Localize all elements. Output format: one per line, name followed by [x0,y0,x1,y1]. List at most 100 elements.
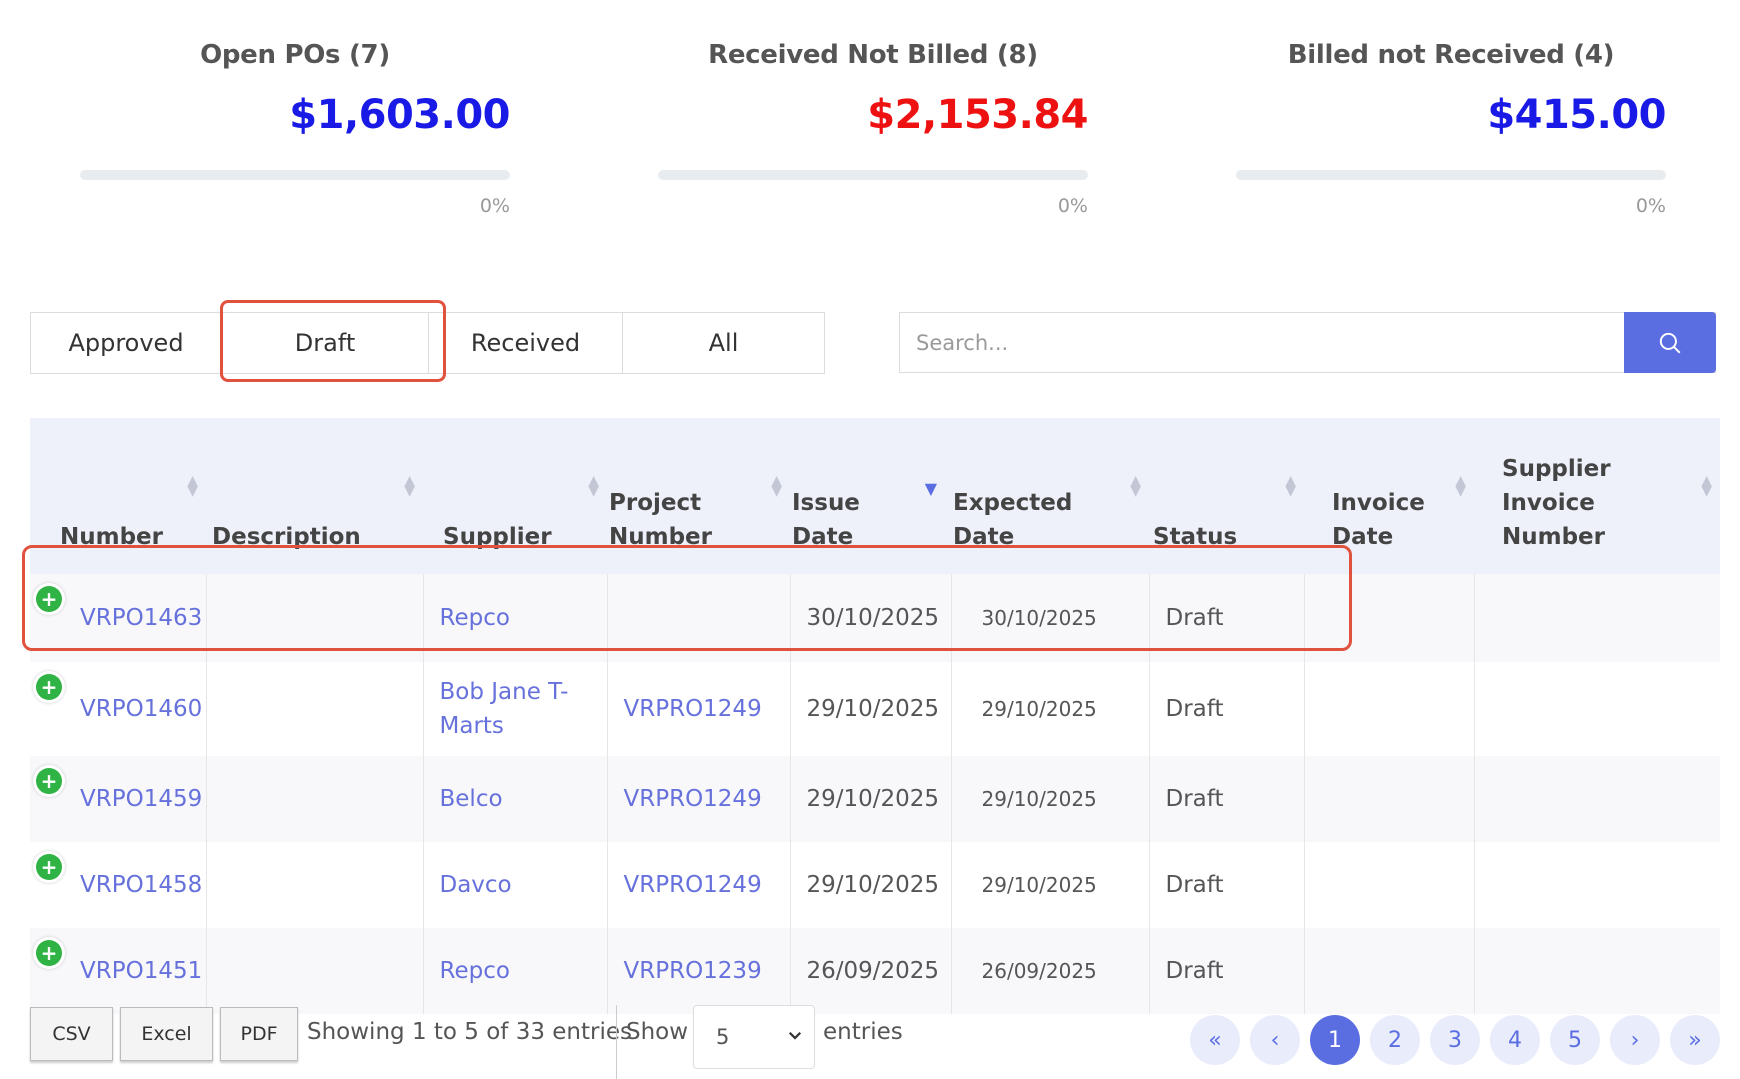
column-header-description[interactable]: Description ▲ ▼ [206,418,423,574]
search-button[interactable] [1624,312,1716,373]
column-header-issue-date[interactable]: Issue Date ▼ [790,418,951,574]
expected-date-cell: 29/10/2025 [951,662,1150,756]
table-row[interactable]: + VRPO1463 Repco 30/10/2025 30/10/2025 Dr… [30,574,1720,662]
page-1-button[interactable]: 1 [1310,1015,1360,1065]
first-page-button[interactable]: « [1190,1015,1240,1065]
page-4-button[interactable]: 4 [1490,1015,1540,1065]
column-header-supplier[interactable]: Supplier ▲ ▼ [423,418,607,574]
description-cell [206,842,424,928]
column-header-project-number[interactable]: Project Number ▲ ▼ [607,418,790,574]
column-header-supplier-invoice-number[interactable]: Supplier Invoice Number ▲ ▼ [1474,418,1720,574]
column-label: Supplier [443,524,552,550]
pagination: « ‹ 1 2 3 4 5 › » [1190,1015,1720,1065]
tab-draft[interactable]: Draft [222,313,429,373]
expected-date-cell: 29/10/2025 [951,842,1150,928]
status-tabs: Approved Draft Received All [30,312,825,374]
card-amount: $1,603.00 [289,92,510,138]
supplier-invoice-number-cell [1474,842,1720,928]
sort-icon: ▲ ▼ [588,473,599,499]
description-cell [206,574,424,662]
sort-icon: ▲ ▼ [1285,473,1296,499]
progress-percent: 0% [1057,195,1088,217]
supplier-link[interactable]: Belco [439,786,503,812]
tab-received[interactable]: Received [429,313,623,373]
supplier-link[interactable]: Bob Jane T-Marts [439,679,569,739]
issue-date-cell: 29/10/2025 [790,842,952,928]
description-cell [206,662,424,756]
previous-page-button[interactable]: ‹ [1250,1015,1300,1065]
excel-export-button[interactable]: Excel [120,1007,213,1061]
divider [616,1005,617,1079]
po-number-link[interactable]: VRPO1463 [80,605,203,631]
invoice-date-cell [1304,662,1475,756]
expected-date-cell: 30/10/2025 [951,574,1150,662]
supplier-link[interactable]: Repco [439,605,510,631]
supplier-link[interactable]: Davco [439,872,512,898]
status-cell: Draft [1149,842,1305,928]
summary-section: Open POs (7) $1,603.00 0% Received Not B… [0,0,1740,260]
project-number-link[interactable]: VRPRO1239 [623,958,762,984]
open-pos-card: Open POs (7) $1,603.00 0% [80,40,510,230]
po-number-link[interactable]: VRPO1460 [80,696,203,722]
supplier-invoice-number-cell [1474,662,1720,756]
invoice-date-cell [1304,756,1475,842]
page-3-button[interactable]: 3 [1430,1015,1480,1065]
supplier-invoice-number-cell [1474,574,1720,662]
project-number-link[interactable]: VRPRO1249 [623,786,762,812]
column-header-invoice-date[interactable]: Invoice Date ▲ ▼ [1304,418,1474,574]
card-title: Billed not Received (4) [1287,40,1615,70]
status-cell: Draft [1149,928,1305,1014]
supplier-invoice-number-cell [1474,756,1720,842]
sort-icon: ▲ ▼ [771,473,782,499]
invoice-date-cell [1304,574,1475,662]
column-label: Description [212,524,361,550]
progress-bar [658,170,1088,180]
sort-icon: ▲ ▼ [1455,473,1466,499]
table-row[interactable]: + VRPO1458 Davco VRPRO1249 29/10/2025 29/… [30,842,1720,928]
invoice-date-cell [1304,842,1475,928]
sort-icon: ▲ ▼ [1130,473,1141,499]
pdf-export-button[interactable]: PDF [220,1007,298,1061]
expand-row-icon[interactable]: + [36,940,62,966]
expected-date-cell: 29/10/2025 [951,756,1150,842]
table-row[interactable]: + VRPO1451 Repco VRPRO1239 26/09/2025 26/… [30,928,1720,1014]
expand-row-icon[interactable]: + [36,674,62,700]
column-header-number[interactable]: Number ▲ ▼ [30,418,206,574]
table-header-row: Number ▲ ▼ Description ▲ ▼ Supplier ▲ ▼ Projec… [30,418,1720,574]
sort-icon: ▲ ▼ [1701,473,1712,499]
table-row[interactable]: + VRPO1460 Bob Jane T-Marts VRPRO1249 29/… [30,662,1720,756]
tab-all[interactable]: All [708,329,739,357]
page-5-button[interactable]: 5 [1550,1015,1600,1065]
progress-bar [80,170,510,180]
column-header-status[interactable]: Status ▲ ▼ [1149,418,1304,574]
page-size-select[interactable]: 5 [693,1005,815,1069]
show-label: Show [626,1019,689,1045]
column-label: Number [60,524,163,550]
po-number-link[interactable]: VRPO1451 [80,958,203,984]
invoice-date-cell [1304,928,1475,1014]
project-number-link[interactable]: VRPRO1249 [623,872,762,898]
table-row[interactable]: + VRPO1459 Belco VRPRO1249 29/10/2025 29/… [30,756,1720,842]
expand-row-icon[interactable]: + [36,854,62,880]
description-cell [206,756,424,842]
supplier-link[interactable]: Repco [439,958,510,984]
tab-approved[interactable]: Approved [31,313,222,373]
purchase-orders-table: Number ▲ ▼ Description ▲ ▼ Supplier ▲ ▼ Projec… [30,418,1720,1014]
progress-bar [1236,170,1666,180]
last-page-button[interactable]: » [1670,1015,1720,1065]
search-box [899,312,1716,373]
po-number-link[interactable]: VRPO1459 [80,786,203,812]
entries-label: entries [823,1019,903,1045]
expected-date-cell: 26/09/2025 [951,928,1150,1014]
column-header-expected-date[interactable]: Expected Date ▲ ▼ [951,418,1149,574]
po-number-link[interactable]: VRPO1458 [80,872,203,898]
next-page-button[interactable]: › [1610,1015,1660,1065]
csv-export-button[interactable]: CSV [30,1007,113,1061]
expand-row-icon[interactable]: + [36,586,62,612]
issue-date-cell: 29/10/2025 [790,662,952,756]
chevron-down-icon [788,1031,802,1040]
project-number-link[interactable]: VRPRO1249 [623,696,762,722]
page-2-button[interactable]: 2 [1370,1015,1420,1065]
search-input[interactable] [900,313,1622,372]
expand-row-icon[interactable]: + [36,768,62,794]
